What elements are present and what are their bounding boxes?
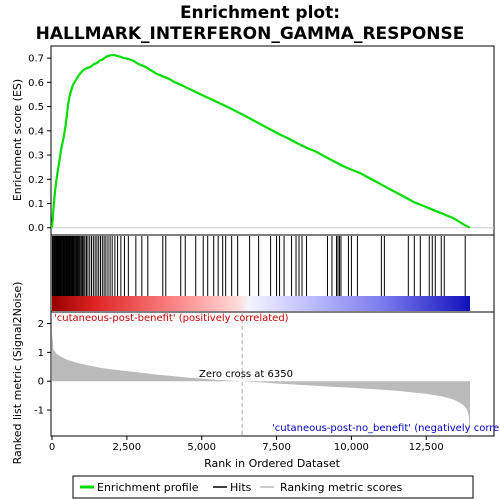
es-ytick-label: 0.0 [28, 223, 44, 234]
hits-series [51, 236, 466, 296]
metric-ytick-label: 0 [38, 377, 44, 388]
es-line [50, 54, 471, 229]
positive-annotation: 'cutaneous-post-benefit' (positively cor… [54, 313, 289, 324]
es-series [50, 54, 471, 229]
zero-cross-annotation: Zero cross at 6350 [199, 369, 293, 380]
es-ytick-label: 0.6 [28, 78, 44, 89]
xtick-label: 5,000 [187, 442, 216, 453]
metric-ytick-label: -1 [34, 406, 44, 417]
metric-panel-frame [50, 311, 495, 437]
chart-title-line-1: Enrichment plot: [180, 3, 340, 23]
xtick-label: 2,500 [113, 442, 142, 453]
xtick-label: 12,500 [409, 442, 444, 453]
es-y-axis: 0.0 0.1 0.2 0.3 0.4 0.5 0.6 0.7 [28, 54, 494, 234]
negative-annotation: 'cutaneous-post-no_benefit' (negatively … [272, 423, 500, 434]
xtick-label: 0 [49, 442, 55, 453]
legend-hits-label: Hits [230, 481, 252, 494]
metric-y-axis: -1 0 1 2 [34, 319, 51, 417]
chart-title-line-2: HALLMARK_INTERFERON_GAMMA_RESPONSE [36, 24, 465, 44]
xtick-label: 10,000 [334, 442, 369, 453]
es-ytick-label: 0.2 [28, 175, 44, 186]
es-ytick-label: 0.4 [28, 126, 44, 137]
metric-ytick-label: 1 [38, 348, 44, 359]
metric-area [52, 332, 470, 436]
legend-metric-label: Ranking metric scores [280, 481, 402, 494]
xtick-label: 7,500 [262, 442, 291, 453]
es-axis-label: Enrichment score (ES) [11, 79, 24, 201]
es-ytick-label: 0.1 [28, 199, 44, 210]
legend-es-label: Enrichment profile [97, 481, 199, 494]
rank-color-bar [52, 296, 470, 311]
es-ytick-label: 0.7 [28, 54, 44, 65]
x-axis: 0 2,500 5,000 7,500 10,000 12,500 [49, 436, 444, 453]
es-ytick-label: 0.5 [28, 102, 44, 113]
metric-series [52, 312, 470, 436]
metric-ytick-label: 2 [38, 319, 44, 330]
x-axis-label: Rank in Ordered Dataset [204, 457, 341, 470]
metric-axis-label: Ranked list metric (Signal2Noise) [11, 282, 24, 465]
es-ytick-label: 0.3 [28, 151, 44, 162]
